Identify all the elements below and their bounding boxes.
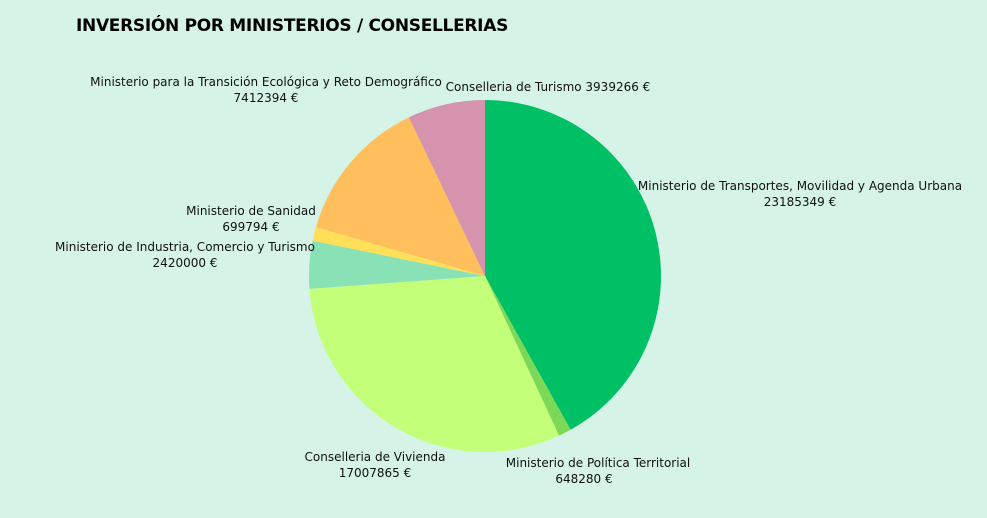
slice-label-name: Ministerio de Industria, Comercio y Turi… (55, 240, 315, 254)
pie-slice (315, 117, 485, 276)
slice-label-value: 2420000 € (153, 256, 218, 270)
pie-slice (485, 276, 571, 436)
pie-slice (309, 276, 560, 452)
slice-label-name: Ministerio de Sanidad (186, 204, 316, 218)
slice-label-value: 648280 € (555, 472, 612, 486)
slice-label-value: 23185349 € (764, 195, 837, 209)
chart-title: INVERSIÓN POR MINISTERIOS / CONSELLERIAS (76, 16, 509, 36)
pie-slice (485, 100, 661, 430)
pie-slice (308, 240, 485, 289)
slice-label-name: Ministerio para la Transición Ecológica … (90, 75, 442, 89)
slice-label-name: Ministerio de Transportes, Movilidad y A… (638, 179, 962, 193)
slice-label-value: 17007865 € (339, 466, 412, 480)
slice-label-name: Ministerio de Política Territorial (506, 456, 691, 470)
pie-slice (312, 227, 485, 276)
pie-slice (408, 100, 485, 276)
slice-label-value: 699794 € (222, 220, 279, 234)
slice-label-name: Conselleria de Vivienda (305, 450, 446, 464)
slice-label-value: 7412394 € (234, 91, 299, 105)
slice-label: Conselleria de Turismo 3939266 € (446, 80, 651, 94)
